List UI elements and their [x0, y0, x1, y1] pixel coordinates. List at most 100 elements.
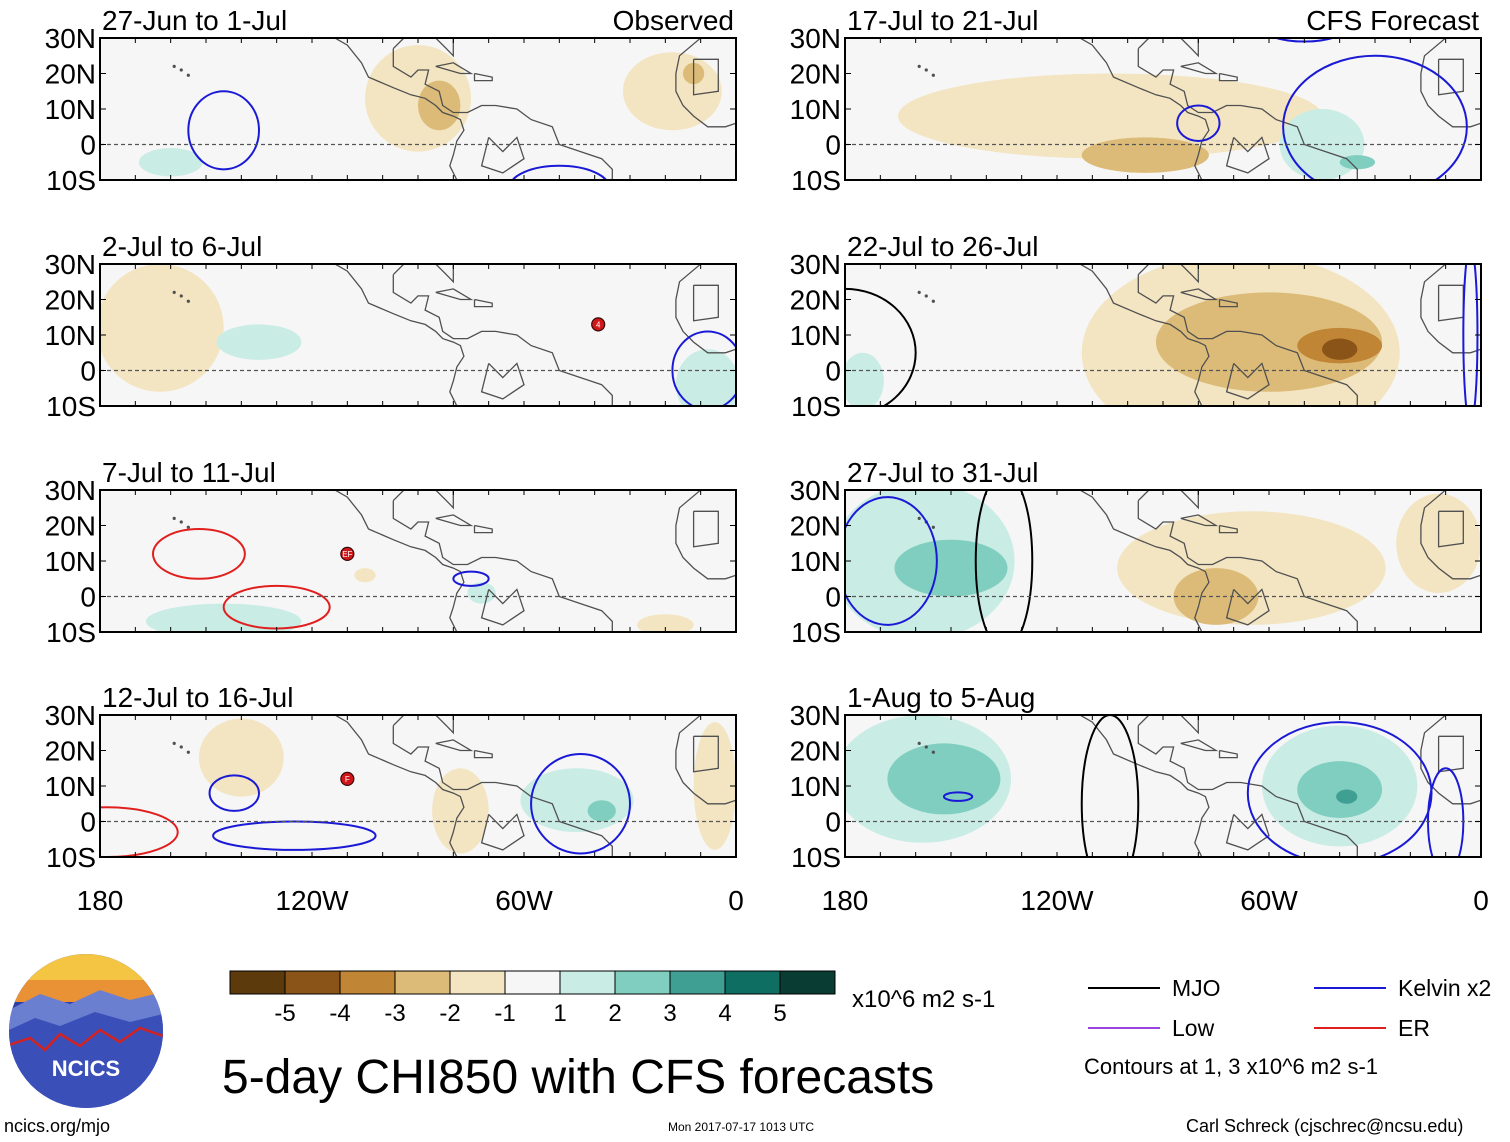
map-panel: 30N 20N 10N 0 10S 17-Jul to 21-Jul CFS Forecas…	[790, 5, 1482, 196]
storm-symbol: EF	[340, 546, 355, 562]
coastline	[1225, 813, 1270, 851]
logo-hills	[9, 1012, 163, 1108]
coastline	[1180, 62, 1219, 75]
logo-sun-band	[9, 954, 163, 984]
panel-title: 17-Jul to 21-Jul	[847, 5, 1038, 36]
colorbar-swatch	[449, 970, 506, 995]
coastline	[480, 588, 525, 626]
panel-title: 2-Jul to 6-Jul	[102, 231, 262, 262]
anomaly-fill	[1336, 789, 1358, 804]
y-tick-label: 30N	[790, 475, 841, 506]
coastline	[1180, 739, 1219, 752]
storm-symbol: F	[340, 771, 355, 787]
coastline	[692, 284, 719, 322]
contour-er	[152, 528, 246, 580]
y-tick-label: 20N	[45, 736, 96, 767]
island	[924, 294, 928, 298]
anomaly-fill	[894, 539, 1008, 597]
coastline	[1137, 725, 1358, 857]
x-tick-label: 60W	[1240, 885, 1298, 916]
storm-icon	[591, 317, 606, 332]
coastline	[392, 274, 613, 406]
anomaly-fill	[216, 324, 302, 360]
coastline	[480, 136, 525, 174]
storm-label: EF	[342, 550, 352, 559]
y-tick-label: 30N	[790, 700, 841, 731]
panel-title: 1-Aug to 5-Aug	[847, 682, 1035, 713]
coastline	[692, 58, 719, 96]
y-tick-label: 10N	[45, 546, 96, 577]
colorbar-swatch	[229, 970, 286, 995]
anomaly-fill	[1155, 292, 1383, 392]
colorbar-swatch	[779, 970, 836, 995]
storm-icon	[340, 546, 355, 562]
coastline	[1078, 715, 1210, 857]
contour-kelvin-x2	[845, 496, 938, 626]
map-panel: 30N 20N 10N 0 10S 27-Jun to 1-Jul Observed	[45, 5, 737, 196]
x-tick-label: 0	[728, 885, 744, 916]
coastline	[392, 725, 613, 857]
colorbar-swatch	[504, 970, 561, 995]
y-tick-label: 20N	[45, 511, 96, 542]
coastline	[1420, 264, 1481, 354]
anomaly-fill	[138, 148, 203, 177]
coastline	[392, 48, 613, 180]
contour-mjo	[845, 287, 917, 406]
contour-kelvin-x2	[187, 90, 261, 171]
coastline	[333, 715, 465, 857]
y-tick-label: 10S	[791, 165, 841, 196]
colorbar-swatch	[394, 970, 451, 995]
anomaly-fill	[693, 722, 736, 850]
legend-label: MJO	[1172, 975, 1221, 1001]
panel-title: 27-Jun to 1-Jul	[102, 5, 287, 36]
coastline	[1218, 749, 1238, 759]
coastline	[692, 510, 719, 548]
island	[179, 68, 183, 72]
y-tick-label: 30N	[45, 700, 96, 731]
colorbar-swatch	[284, 970, 341, 995]
coastline	[435, 288, 474, 301]
coastline	[675, 264, 736, 354]
island	[917, 290, 921, 294]
island	[172, 64, 176, 68]
site-link[interactable]: ncics.org/mjo	[4, 1116, 111, 1136]
map-panel: 30N 20N 10N 0 10S 1-Aug to 5-Aug	[790, 682, 1482, 873]
anomaly-fill	[432, 768, 489, 854]
contour-mjo	[974, 490, 1034, 632]
island	[172, 516, 176, 521]
map-panel: EF 30N 20N 10N 0 10S 7-Jul to 11-Jul	[45, 457, 737, 648]
anomaly-fill	[145, 603, 302, 632]
y-tick-label: 10N	[790, 94, 841, 125]
island	[917, 741, 921, 746]
y-tick-label: 30N	[790, 249, 841, 280]
island	[179, 745, 183, 749]
colorbar-label: 5	[773, 1000, 786, 1027]
coastline	[1437, 735, 1464, 773]
coastline	[333, 264, 465, 406]
colorbar-swatch	[669, 970, 726, 995]
contour-kelvin-x2	[942, 791, 974, 802]
y-tick-label: 0	[80, 582, 96, 613]
anomaly-fill	[1297, 761, 1383, 818]
coastline	[1225, 362, 1270, 400]
anomaly-fill	[354, 568, 376, 583]
y-tick-label: 10N	[45, 320, 96, 351]
y-tick-label: 0	[825, 807, 841, 838]
y-tick-label: 0	[80, 130, 96, 161]
map-background	[100, 715, 736, 857]
figure-title: 5-day CHI850 with CFS forecasts	[222, 1051, 935, 1104]
anomaly-fill	[622, 52, 722, 131]
y-tick-label: 20N	[45, 59, 96, 90]
y-tick-label: 20N	[45, 285, 96, 316]
storm-icon	[340, 771, 355, 787]
contour-kelvin-x2	[1176, 104, 1221, 142]
coastline	[480, 362, 525, 400]
colorbar-label: -5	[274, 1000, 295, 1027]
coastline	[333, 490, 465, 632]
y-tick-label: 10N	[45, 771, 96, 802]
y-tick-label: 0	[80, 807, 96, 838]
x-tick-label: 60W	[495, 885, 553, 916]
timestamp: Mon 2017-07-17 1013 UTC	[668, 1120, 815, 1134]
panel-tag: Observed	[613, 5, 734, 36]
colorbar-label: -4	[329, 1000, 350, 1027]
